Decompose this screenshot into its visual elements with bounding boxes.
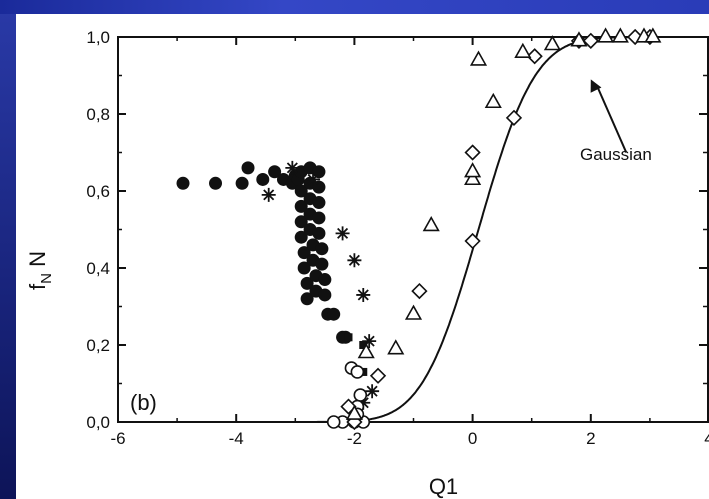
filled-circle-point [235,176,249,190]
y-axis-title-suffix: N [25,251,50,273]
open-triangle-point [514,42,532,58]
star-point [365,384,380,399]
filled-circle-point [315,257,329,271]
open-triangle-point [345,404,363,420]
filled-square-point [359,341,368,349]
x-tick-label: 2 [586,429,595,448]
axis-tick-labels: -6 -4 -2 0 2 4 0,0 0,2 0,4 0,6 0,8 1,0 [86,28,709,448]
filled-circle-point [294,199,308,213]
filled-circle-point [312,180,326,194]
y-tick-label: 0,0 [86,413,110,432]
y-tick-label: 1,0 [86,28,110,47]
filled-circle-point [315,242,329,256]
filled-circle-point [312,211,326,225]
filled-circle-point [312,196,326,210]
open-diamond-point [505,109,523,126]
y-tick-label: 0,8 [86,105,110,124]
filled-circle-point [318,273,332,287]
star-point [285,160,300,175]
open-diamond-point [464,232,481,250]
x-tick-label: -2 [347,429,362,448]
filled-circle-point [297,261,311,275]
open-triangle-point [464,162,482,178]
open-circle-point [350,365,365,379]
open-diamond-point [369,367,387,384]
y-tick-label: 0,4 [86,259,110,278]
filled-circle-point [241,161,255,175]
filled-circle-point [300,292,314,306]
x-tick-label: -6 [110,429,125,448]
filled-circle-point [256,172,270,186]
y-axis-title-main: f [25,283,50,290]
x-tick-label: 4 [704,429,709,448]
open-circle-point [353,388,368,402]
y-tick-label: 0,6 [86,182,110,201]
star-point [306,172,321,187]
x-axis-title: Q1 [429,474,458,499]
gaussian-annotation: Gaussian [580,79,652,164]
star-point [362,334,377,349]
open-diamond-point [411,282,428,300]
open-triangle-point [597,27,615,43]
y-tick-label: 0,2 [86,336,110,355]
open-diamond-point [582,32,599,49]
open-triangle-point [404,304,423,320]
filled-circle-point [327,307,341,321]
filled-circle-point [294,215,308,229]
filled-circle-point [209,176,223,190]
star-point [356,395,371,410]
star-point [335,226,350,241]
slide-left-border [0,0,16,499]
open-triangle-point [422,216,440,232]
star-point [347,253,362,268]
filled-circle-point [294,230,308,244]
y-axis-title: fN N [25,251,55,290]
open-triangle-point [357,343,375,359]
open-triangle-point [543,35,561,51]
annotation-arrow [595,84,628,153]
axis-ticks [117,36,709,423]
open-circle-point [326,415,341,429]
data-points [176,27,662,431]
filled-square-point [344,333,353,342]
open-triangle-point [644,27,662,43]
y-axis-title-subscript: N [38,273,55,284]
filled-circle-point [176,176,190,190]
filled-circle-point [294,184,308,198]
slide-top-border [0,0,709,14]
open-diamond-point [464,144,481,161]
open-triangle-point [484,92,502,109]
filled-circle-point [268,165,282,179]
open-diamond-point [526,48,543,65]
open-triangle-point [464,169,482,186]
star-point [356,287,371,302]
filled-circle-point [312,226,326,240]
x-tick-label: -4 [229,429,244,448]
filled-circle-point [312,165,326,179]
x-tick-label: 0 [468,429,477,448]
annotation-label: Gaussian [580,145,652,164]
open-triangle-point [570,31,588,47]
filled-circle-point [297,246,311,260]
filled-circle-point [318,288,332,302]
filled-circle-point [300,276,314,290]
annotation-arrowhead [590,79,602,93]
open-triangle-point [387,339,405,355]
open-triangle-point [611,27,629,43]
star-point [261,187,276,202]
panel-label: (b) [130,390,157,415]
open-triangle-point [469,50,488,66]
